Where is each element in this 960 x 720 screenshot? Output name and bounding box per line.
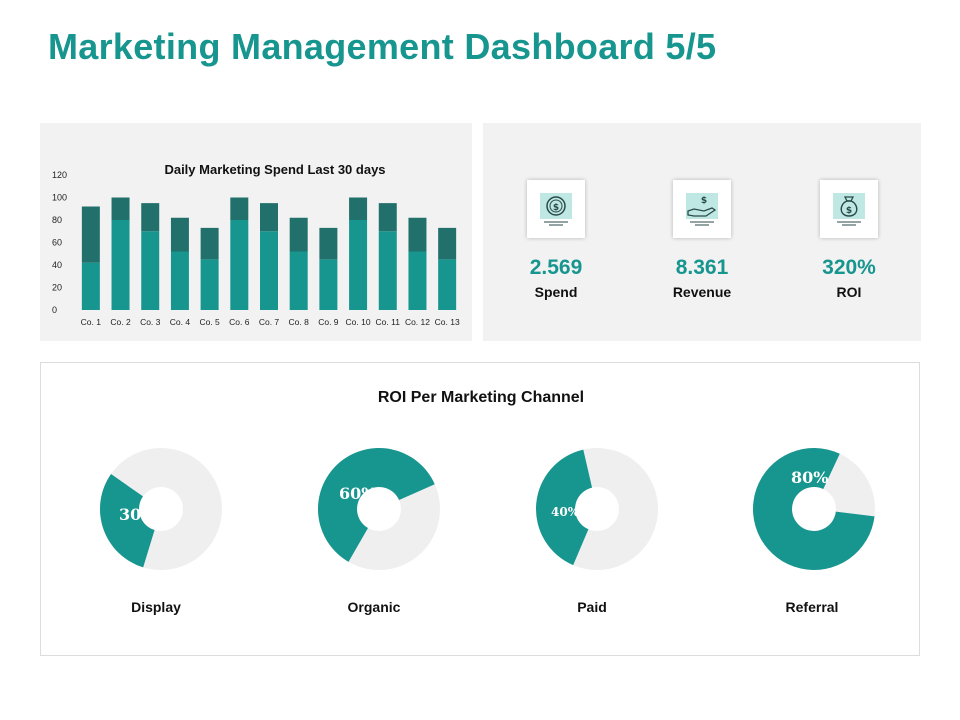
page-title: Marketing Management Dashboard 5/5 [48,26,717,67]
donut-value-label: 80% [791,468,828,487]
x-tick-label: Co. 1 [81,317,102,327]
kpi-roi-label: ROI [836,284,862,300]
donut-label-paid: Paid [577,599,607,615]
y-tick-label: 0 [52,305,57,315]
kpi-revenue-value: 8.361 [675,256,729,279]
y-tick-label: 80 [52,215,62,225]
x-tick-label: Co. 5 [199,317,220,327]
bar-segment-2 [170,217,189,252]
bar-segment-2 [81,206,100,263]
donut-referral: 80% [752,448,875,570]
bar-segment-2 [141,203,160,232]
hand-dollar-icon: $ [686,193,718,226]
bar-segment-1 [81,262,100,310]
donut-label-referral: Referral [785,599,839,615]
donut-organic: 60% [318,448,440,570]
kpi-roi-icon-box: $ [820,180,878,238]
spend-bar-chart: Daily Marketing Spend Last 30 days 0 20 40 6… [52,162,460,327]
kpi-roi-value: 320% [822,256,876,279]
bar-segment-2 [349,197,368,220]
y-tick-label: 40 [52,260,62,270]
kpi-revenue-label: Revenue [672,284,732,300]
roi-donut-charts: 30% 60% 40% 80% [99,448,875,570]
bar-segment-1 [230,220,249,310]
bar-segment-1 [289,251,308,310]
x-tick-label: Co. 2 [110,317,131,327]
dollar-coin-icon: $ [540,193,572,226]
bar-segment-1 [408,251,427,310]
bar-segment-2 [260,203,278,232]
x-tick-label: Co. 3 [140,317,161,327]
bar-segment-1 [260,231,278,310]
kpi-revenue-icon-box: $ [673,180,731,238]
kpi-spend-icon-box: $ [527,180,585,238]
y-tick-label: 20 [52,283,62,293]
x-tick-label: Co. 4 [170,317,191,327]
donut-slice [318,448,435,562]
donut-slice [752,448,875,570]
donut-display: 30% [99,448,222,570]
bar-segment-1 [438,259,457,310]
x-tick-label: Co. 13 [435,317,460,327]
x-tick-label: Co. 12 [405,317,430,327]
donut-value-label: 60% [339,484,376,503]
bar-segment-2 [289,217,308,252]
roi-chart-title: ROI Per Marketing Channel [377,389,585,406]
bar-segment-1 [170,251,189,310]
x-tick-label: Co. 9 [318,317,339,327]
bar-segment-2 [438,227,457,260]
donut-paid: 40% [536,448,658,570]
y-tick-label: 60 [52,238,62,248]
donut-value-label: 40% [551,505,580,519]
bar-segment-1 [111,220,130,310]
spend-chart-panel: Daily Marketing Spend Last 30 days 0 20 40 6… [40,123,472,341]
donut-slice [99,474,155,568]
bar-segment-1 [349,220,368,310]
x-tick-label: Co. 10 [346,317,371,327]
x-tick-label: Co. 7 [259,317,280,327]
kpi-panel: $ 2.569 Spend $ 8.361 Revenue [483,123,921,341]
svg-text:$: $ [701,196,707,206]
x-tick-label: Co. 11 [376,317,401,327]
bar-segment-2 [319,227,338,260]
x-tick-label: Co. 8 [289,317,310,327]
spend-chart-title: Daily Marketing Spend Last 30 days [164,162,385,177]
kpi-roi: $ 320% ROI [789,180,909,300]
donut-label-display: Display [131,599,181,615]
svg-text:$: $ [846,206,852,216]
svg-text:$: $ [553,203,559,213]
bar-segment-2 [408,217,427,252]
roi-channel-panel: 30% 60% 40% 80% ROI Per Marketing Channel D… [40,362,920,656]
kpi-spend: $ 2.569 Spend [496,180,616,300]
bar-segment-2 [378,203,397,232]
bar-segment-1 [319,259,338,310]
kpi-revenue: $ 8.361 Revenue [642,180,762,300]
donut-label-organic: Organic [347,599,401,615]
bar-segment-1 [378,231,397,310]
bar-segment-1 [141,231,160,310]
donut-slice [536,449,593,566]
kpi-spend-label: Spend [534,284,578,300]
donut-value-label: 30% [119,505,156,524]
bar-segment-1 [200,259,219,310]
money-bag-icon: $ [833,193,865,226]
bar-segment-2 [111,197,130,220]
bar-segment-2 [230,197,249,220]
y-tick-label: 100 [52,193,67,203]
x-tick-label: Co. 6 [229,317,250,327]
kpi-spend-value: 2.569 [529,256,583,279]
bar-segment-2 [200,227,219,260]
y-tick-label: 120 [52,170,67,180]
